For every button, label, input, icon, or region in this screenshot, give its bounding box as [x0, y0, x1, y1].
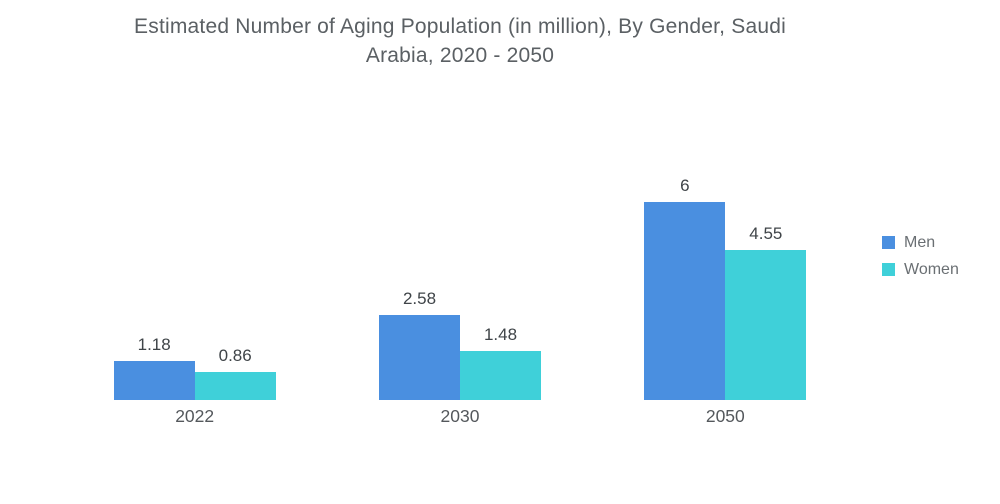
- bar-pair: 2.58 1.48: [378, 288, 541, 400]
- women-bar-wrap: 4.55: [725, 223, 807, 400]
- category-label: 2050: [705, 406, 745, 426]
- legend-item-women: Women: [882, 256, 959, 283]
- legend-swatch-icon: [882, 236, 895, 249]
- chart-title-line1: Estimated Number of Aging Population (in…: [134, 15, 786, 38]
- chart-title-line2: Arabia, 2020 - 2050: [365, 44, 555, 67]
- women-value-label: 4.55: [749, 223, 783, 243]
- category-label: 2030: [440, 406, 480, 426]
- men-bar: [644, 202, 726, 400]
- men-bar: [113, 361, 195, 400]
- men-bar-wrap: 2.58: [378, 288, 460, 400]
- women-bar: [725, 249, 807, 400]
- men-bar-wrap: 6: [644, 175, 726, 400]
- legend-item-men: Men: [882, 229, 959, 256]
- bar-group: 6 4.55 2050: [593, 174, 858, 430]
- bar-pair: 6 4.55: [644, 175, 807, 400]
- legend: Men Women: [882, 229, 959, 283]
- category-label: 2022: [175, 406, 215, 426]
- women-bar-wrap: 0.86: [194, 345, 276, 400]
- women-value-label: 0.86: [218, 345, 252, 365]
- women-bar-wrap: 1.48: [459, 324, 541, 400]
- bar-group: 2.58 1.48 2030: [327, 174, 592, 430]
- men-value-label: 2.58: [402, 288, 437, 308]
- bar-group: 1.18 0.86 2022: [62, 174, 327, 430]
- legend-swatch-icon: [882, 263, 895, 276]
- legend-label: Men: [904, 233, 936, 251]
- legend-label: Women: [904, 260, 959, 278]
- men-bar: [378, 314, 460, 400]
- women-bar: [194, 371, 276, 400]
- men-bar-wrap: 1.18: [113, 334, 195, 400]
- men-value-label: 6: [680, 176, 690, 195]
- men-value-label: 1.18: [137, 335, 171, 355]
- women-bar: [459, 351, 541, 400]
- bar-pair: 1.18 0.86: [113, 334, 276, 400]
- chart-title: Estimated Number of Aging Population (in…: [0, 12, 920, 70]
- plot-area: 1.18 0.86 2022 2.58 1.48 2030 6 4.55 2050: [62, 174, 858, 430]
- women-value-label: 1.48: [483, 325, 518, 345]
